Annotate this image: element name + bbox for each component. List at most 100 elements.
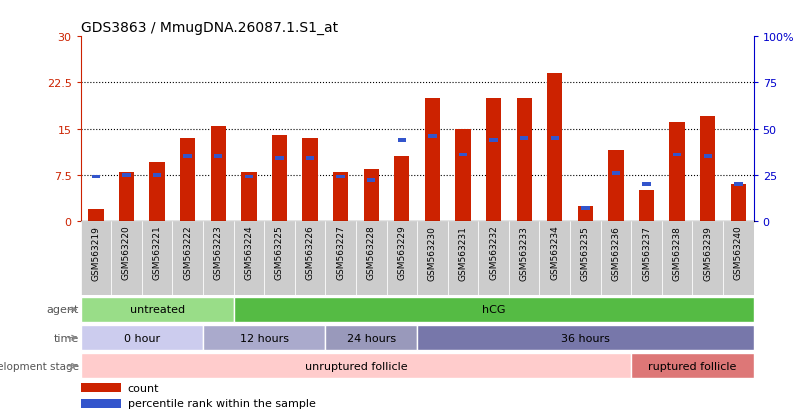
Bar (517, 99, 532, 221)
Bar (264, 221, 295, 296)
Bar (153, 173, 161, 177)
Text: GSM563240: GSM563240 (733, 225, 743, 280)
Text: GSM563220: GSM563220 (122, 225, 131, 280)
Bar (367, 179, 376, 183)
Bar (731, 185, 746, 221)
Text: count: count (127, 383, 160, 393)
Bar (81, 399, 121, 408)
Text: 24 hours: 24 hours (347, 333, 396, 343)
Text: 12 hours: 12 hours (239, 333, 289, 343)
Text: GSM563229: GSM563229 (397, 225, 406, 280)
Bar (612, 172, 620, 175)
Text: GSM563239: GSM563239 (703, 225, 713, 280)
Bar (245, 175, 253, 179)
Bar (459, 153, 467, 157)
Bar (333, 172, 348, 221)
Text: agent: agent (47, 305, 79, 315)
Text: ruptured follicle: ruptured follicle (648, 361, 737, 371)
Bar (509, 221, 539, 296)
Bar (631, 221, 662, 296)
Bar (364, 169, 379, 221)
Bar (92, 175, 100, 179)
Bar (326, 325, 418, 351)
Bar (570, 221, 600, 296)
Text: GSM563237: GSM563237 (642, 225, 651, 280)
Text: time: time (54, 333, 79, 343)
Bar (172, 221, 203, 296)
Bar (210, 126, 226, 221)
Text: GSM563238: GSM563238 (673, 225, 682, 280)
Bar (478, 221, 509, 296)
Bar (662, 221, 692, 296)
Bar (111, 221, 142, 296)
Bar (326, 221, 356, 296)
Bar (81, 353, 631, 379)
Bar (234, 297, 754, 323)
Text: GSM563236: GSM563236 (612, 225, 621, 280)
Text: GSM563222: GSM563222 (183, 225, 192, 280)
Bar (305, 157, 314, 161)
Text: GSM563221: GSM563221 (152, 225, 161, 280)
Text: 36 hours: 36 hours (561, 333, 610, 343)
Bar (455, 129, 471, 221)
Bar (673, 153, 681, 157)
Text: GSM563230: GSM563230 (428, 225, 437, 280)
Bar (642, 183, 650, 186)
Bar (700, 117, 716, 221)
Bar (418, 325, 754, 351)
Bar (723, 221, 754, 296)
Text: percentile rank within the sample: percentile rank within the sample (127, 399, 316, 408)
Bar (692, 221, 723, 296)
Text: development stage: development stage (0, 361, 79, 371)
Text: GSM563232: GSM563232 (489, 225, 498, 280)
Text: GSM563228: GSM563228 (367, 225, 376, 280)
Bar (600, 221, 631, 296)
Bar (302, 138, 318, 221)
Bar (578, 206, 593, 221)
Bar (184, 155, 192, 159)
Bar (214, 155, 222, 159)
Bar (149, 163, 164, 221)
Text: hCG: hCG (482, 305, 505, 315)
Bar (397, 138, 406, 142)
Bar (489, 138, 498, 142)
Bar (88, 209, 103, 221)
Bar (123, 173, 131, 177)
Bar (356, 221, 387, 296)
Bar (550, 137, 559, 140)
Bar (394, 157, 409, 221)
Bar (704, 155, 712, 159)
Bar (520, 137, 529, 140)
Bar (118, 172, 134, 221)
Bar (241, 172, 256, 221)
Bar (447, 221, 478, 296)
Text: GSM563234: GSM563234 (550, 225, 559, 280)
Bar (428, 135, 437, 138)
Text: GSM563226: GSM563226 (305, 225, 314, 280)
Bar (295, 221, 326, 296)
Bar (203, 221, 234, 296)
Bar (81, 383, 121, 392)
Bar (486, 99, 501, 221)
Bar (272, 135, 287, 221)
Bar (631, 353, 754, 379)
Bar (387, 221, 418, 296)
Bar (81, 297, 234, 323)
Text: GDS3863 / MmugDNA.26087.1.S1_at: GDS3863 / MmugDNA.26087.1.S1_at (81, 21, 338, 35)
Bar (275, 157, 284, 161)
Bar (609, 151, 624, 221)
Bar (81, 221, 111, 296)
Bar (581, 206, 589, 210)
Text: GSM563225: GSM563225 (275, 225, 284, 280)
Bar (418, 221, 447, 296)
Text: GSM563231: GSM563231 (459, 225, 467, 280)
Text: GSM563233: GSM563233 (520, 225, 529, 280)
Bar (203, 325, 326, 351)
Bar (234, 221, 264, 296)
Bar (670, 123, 685, 221)
Text: unruptured follicle: unruptured follicle (305, 361, 407, 371)
Text: GSM563227: GSM563227 (336, 225, 345, 280)
Bar (425, 99, 440, 221)
Text: 0 hour: 0 hour (123, 333, 160, 343)
Bar (539, 221, 570, 296)
